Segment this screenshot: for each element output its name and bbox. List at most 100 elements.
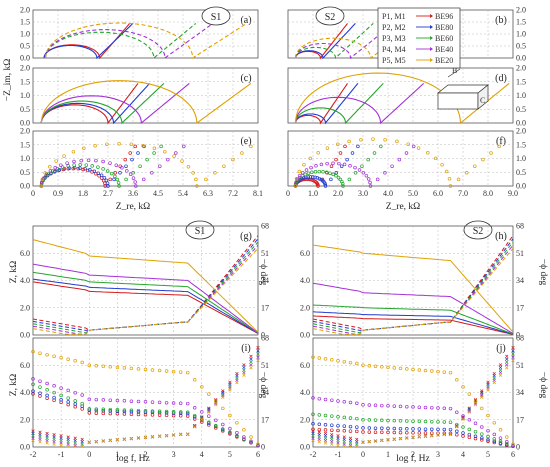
ytick-label-e: 0.0 — [20, 182, 30, 191]
impedance-point-j-green — [348, 416, 353, 420]
impedance-point-j-orange — [367, 364, 372, 368]
xtick-label-j: 4 — [461, 450, 465, 459]
data-point-e-orange — [141, 143, 145, 148]
data-point-e-purple — [94, 158, 98, 163]
phase-point-i-green — [52, 437, 56, 442]
phase-point-i-red — [45, 431, 49, 436]
impedance-point-j-green — [373, 418, 378, 422]
data-point-e-orange — [191, 171, 195, 175]
data-point-f-purple — [397, 157, 402, 162]
impedance-point-j-green — [367, 418, 372, 422]
xtick-label-e: 0.9 — [53, 189, 63, 198]
data-point-e-orange — [39, 184, 44, 188]
series-line-a-green — [44, 22, 197, 60]
xtick-label-j: 1 — [386, 450, 390, 459]
series-line-a-orange — [44, 22, 247, 59]
phase-point-j-green — [511, 352, 515, 356]
ytick-label-d: 2.0 — [516, 64, 526, 73]
impedance-point-j-blue — [405, 427, 409, 431]
xtick-label-j: -1 — [335, 450, 342, 459]
phase-point-i-blue — [31, 431, 35, 436]
xtick-label-e: 0 — [31, 189, 35, 198]
data-point-e-green — [116, 180, 121, 185]
impedance-point-i-green — [178, 410, 183, 414]
data-point-f-orange — [456, 177, 461, 182]
impedance-point-j-orange — [392, 366, 397, 370]
impedance-point-i-purple — [87, 397, 92, 402]
data-point-f-blue — [317, 176, 322, 181]
ytick-label-b: 0.0 — [516, 54, 526, 63]
impedance-point-j-red — [348, 429, 353, 433]
data-point-e-green — [138, 164, 142, 168]
impedance-point-j-green — [480, 432, 484, 436]
data-point-f-green — [340, 182, 345, 186]
impedance-point-j-blue — [423, 427, 428, 431]
data-point-e-red — [86, 168, 90, 173]
inset-box-side — [477, 84, 489, 110]
phase-point-j-green — [498, 368, 503, 372]
impedance-point-i-green — [59, 393, 63, 398]
phase-point-j-orange — [348, 444, 353, 448]
inset-field-arrow — [447, 68, 461, 78]
impedance-point-i-blue — [185, 411, 190, 416]
phase-point-i-orange — [256, 358, 260, 363]
bode-y2-label-g: −ϕ deg — [258, 259, 268, 286]
data-point-f-blue — [308, 175, 313, 179]
phase-point-i-orange — [200, 417, 204, 422]
bode-x-label-left: log f, Hz — [116, 453, 150, 464]
phase-point-j-orange — [411, 435, 415, 440]
data-point-e-green — [90, 164, 94, 168]
impedance-point-i-blue — [192, 414, 197, 419]
xtick-label-f: 3.0 — [358, 189, 368, 198]
y2tick-label-g: 17 — [261, 303, 269, 312]
data-point-f-purple — [319, 162, 324, 167]
panel-label-h: (h) — [495, 231, 507, 242]
data-point-f-red — [343, 144, 347, 149]
impedance-point-j-blue — [392, 426, 397, 431]
phase-point-j-orange — [467, 410, 471, 414]
data-point-f-blue — [323, 182, 328, 187]
impedance-point-j-orange — [423, 368, 428, 373]
impedance-point-j-orange — [336, 359, 340, 363]
impedance-point-i-orange — [200, 385, 204, 389]
data-point-f-purple — [325, 161, 329, 166]
impedance-point-j-red — [342, 429, 347, 433]
phase-point-i-orange — [59, 443, 63, 448]
impedance-point-j-orange — [330, 358, 334, 362]
data-point-f-orange — [489, 151, 493, 155]
impedance-point-j-orange — [442, 370, 447, 374]
impedance-point-i-red — [94, 411, 99, 415]
phase-point-i-purple — [256, 355, 260, 359]
data-point-f-green — [353, 171, 358, 175]
impedance-point-i-green — [52, 390, 56, 395]
ytick-label-f: 1.5 — [516, 140, 526, 149]
series-line-d-blue — [294, 83, 359, 125]
phase-point-j-blue — [311, 431, 315, 436]
impedance-point-j-red — [405, 430, 409, 435]
impedance-point-j-blue — [373, 426, 378, 430]
impedance-point-j-orange — [473, 399, 478, 403]
data-point-f-orange — [448, 184, 453, 188]
data-point-f-orange — [395, 139, 399, 144]
impedance-point-i-purple — [242, 435, 246, 439]
impedance-point-i-blue — [59, 397, 63, 402]
impedance-point-j-green — [442, 420, 447, 424]
data-point-f-purple — [300, 170, 305, 175]
phase-point-i-orange — [122, 437, 127, 441]
phase-point-i-blue — [73, 438, 77, 443]
ytick-label-a: 1.0 — [20, 30, 30, 39]
impedance-point-j-purple — [430, 405, 434, 410]
data-point-f-purple — [390, 164, 394, 168]
impedance-point-j-blue — [448, 427, 453, 432]
phase-point-i-green — [249, 360, 253, 364]
legend-arrowhead — [430, 58, 433, 62]
xtick-label-e: 1.8 — [78, 189, 88, 198]
xtick-label-e: 2.7 — [103, 189, 113, 198]
impedance-point-j-green — [398, 419, 403, 423]
data-point-f-green — [347, 177, 352, 182]
data-point-f-purple — [353, 165, 357, 170]
impedance-point-i-blue — [150, 410, 155, 415]
impedance-point-j-blue — [342, 424, 347, 428]
impedance-point-j-green — [355, 416, 359, 421]
impedance-point-i-orange — [73, 359, 77, 363]
